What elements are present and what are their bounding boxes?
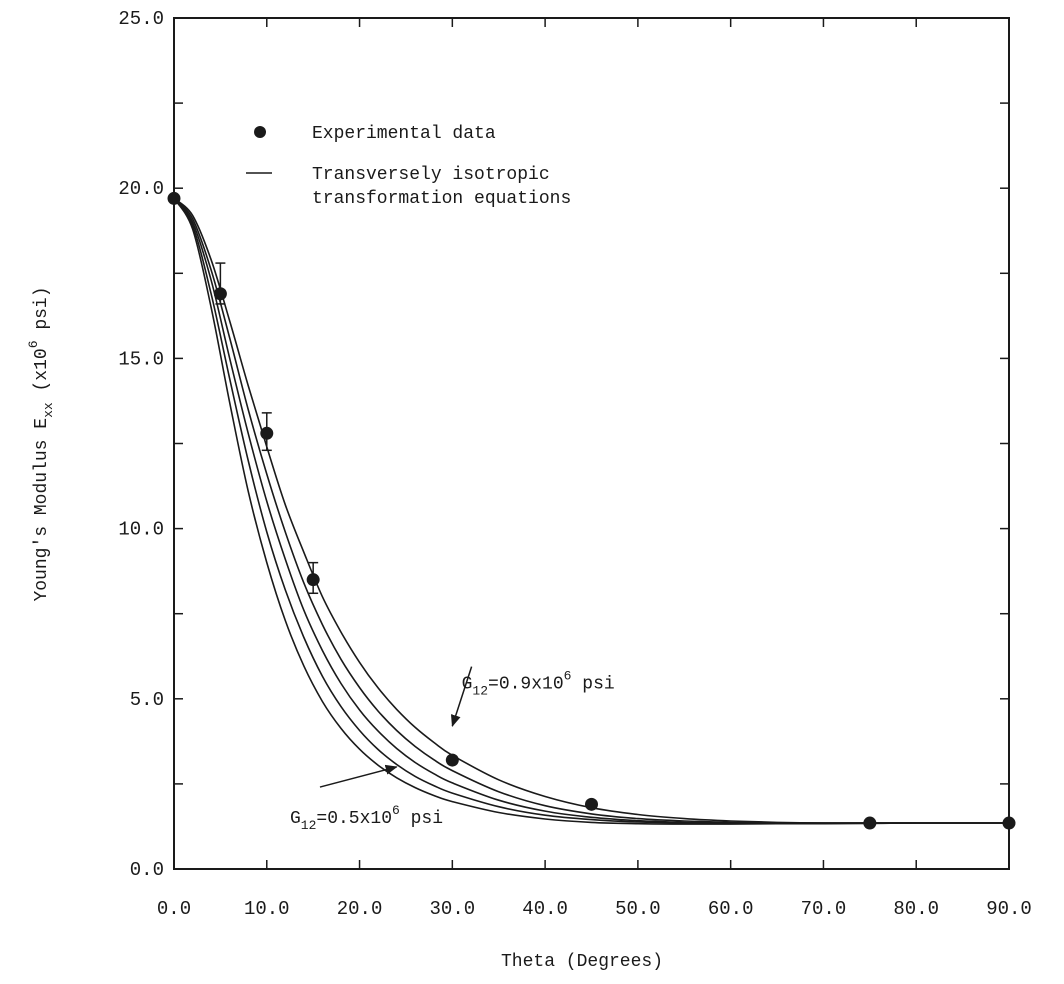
- axis-ticks: [173, 17, 1010, 870]
- x-tick-label: 50.0: [615, 898, 661, 920]
- y-tick-label: 10.0: [118, 519, 164, 541]
- y-tick-label: 0.0: [130, 859, 164, 881]
- legend: Experimental data Transversely isotropic…: [246, 124, 571, 209]
- x-tick-label: 30.0: [430, 898, 476, 920]
- y-tick-label: 25.0: [118, 8, 164, 30]
- legend-dot-marker: [254, 126, 266, 138]
- y-axis-title: Young's Modulus Exx (x106 psi): [26, 286, 56, 601]
- curves: [173, 197, 1009, 825]
- y-tick-label: 15.0: [118, 348, 164, 370]
- annotation-label-1: G12=0.5x106 psi: [290, 803, 443, 833]
- y-tick-labels: 0.0 5.0 10.0 15.0 20.0 25.0: [118, 8, 164, 881]
- legend-label-model-line1: Transversely isotropic: [312, 165, 550, 185]
- data-point: [306, 573, 320, 587]
- data-point: [260, 426, 274, 440]
- x-tick-label: 40.0: [522, 898, 568, 920]
- x-tick-label: 90.0: [986, 898, 1032, 920]
- legend-label-model-line2: transformation equations: [312, 189, 571, 209]
- annotation-arrow-0: [450, 666, 473, 727]
- x-tick-label: 70.0: [801, 898, 847, 920]
- plot-frame: [173, 17, 1010, 870]
- x-tick-label: 10.0: [244, 898, 290, 920]
- data-point: [213, 287, 227, 301]
- curve-g12-0_9: [173, 197, 1009, 824]
- curve-g12-0_8: [173, 197, 1009, 824]
- y-tick-label: 20.0: [118, 178, 164, 200]
- data-point: [1002, 816, 1016, 830]
- experimental-points: [167, 191, 1016, 830]
- x-tick-label: 20.0: [337, 898, 383, 920]
- legend-label-experimental: Experimental data: [312, 124, 496, 144]
- x-tick-label: 80.0: [893, 898, 939, 920]
- x-axis-title: Theta (Degrees): [501, 952, 663, 972]
- annotations: G12=0.9x106 psi G12=0.5x106 psi: [290, 666, 615, 833]
- data-point: [585, 797, 598, 811]
- annotation-arrow-1: [319, 764, 398, 788]
- data-point: [863, 816, 877, 830]
- data-point: [167, 191, 181, 205]
- curve-g12-0_5: [173, 197, 1009, 825]
- x-tick-labels: 0.0 10.0 20.0 30.0 40.0 50.0 60.0 70.0 80.0 90.0: [157, 898, 1032, 920]
- y-tick-label: 5.0: [130, 689, 164, 711]
- x-tick-label: 60.0: [708, 898, 754, 920]
- curve-g12-0_7: [173, 197, 1009, 824]
- data-point: [445, 753, 459, 767]
- x-tick-label: 0.0: [157, 898, 191, 920]
- annotation-label-0: G12=0.9x106 psi: [462, 669, 615, 699]
- curve-g12-0_6: [173, 197, 1009, 825]
